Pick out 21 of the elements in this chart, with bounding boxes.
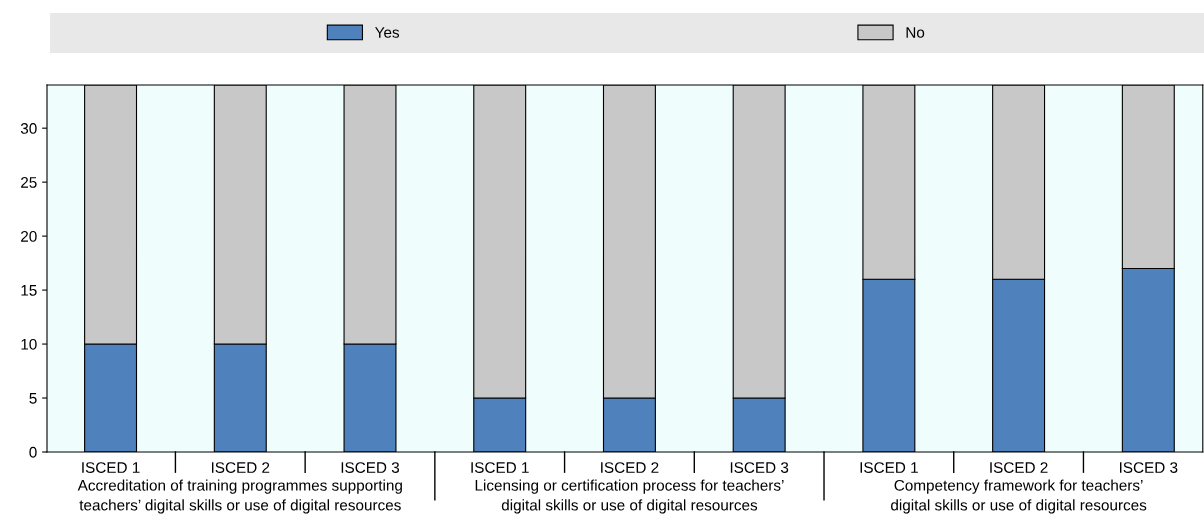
text: Competency framework for teachers’ digital skills or use of digital resources [891, 479, 1147, 514]
y-tick-label: 0 [29, 446, 37, 458]
x-tick-label: ISCED 3 [730, 462, 789, 473]
y-tick-label: 25 [21, 177, 37, 188]
y-tick-label: 20 [21, 230, 37, 242]
legend-label: No [906, 27, 925, 38]
text: Accreditation of training programmes supporting teachers’ digital skills or use of digital resources [77, 479, 402, 514]
x-tick-label: ISCED 1 [82, 462, 140, 473]
x-tick-label: ISCED 1 [860, 462, 918, 473]
legend-label: Yes [375, 27, 400, 38]
text: Licensing or certification process for teachers’ digital skills or use of digital resources [475, 479, 784, 514]
x-tick-label: ISCED 1 [471, 462, 529, 473]
x-tick-label: ISCED 2 [601, 462, 659, 473]
y-tick-label: 10 [21, 338, 37, 350]
x-tick-label: ISCED 3 [341, 462, 400, 473]
y-tick-label: 15 [21, 285, 37, 296]
x-tick-label: ISCED 2 [990, 462, 1048, 473]
y-tick-label: 5 [29, 393, 37, 404]
x-tick-label: ISCED 2 [211, 462, 270, 473]
y-tick-label: 30 [20, 123, 37, 134]
x-tick-label: ISCED 3 [1120, 462, 1178, 473]
